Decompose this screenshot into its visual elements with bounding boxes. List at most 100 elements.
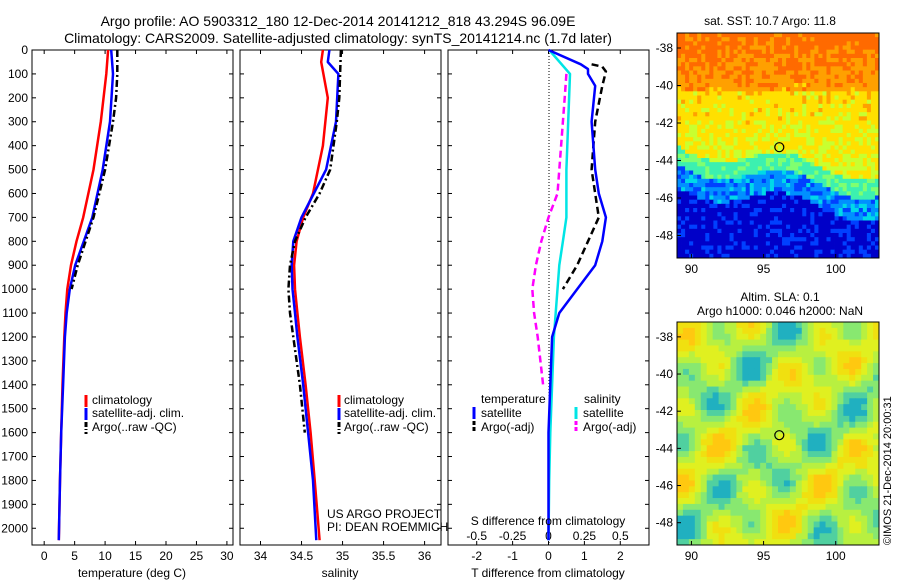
sla-cell [682,433,690,440]
sla-cell [766,368,773,376]
sla-cell [837,433,844,440]
sla-cell [831,357,838,364]
sst-cell [818,37,823,42]
sst-cell [685,162,690,167]
sla-cell [700,327,708,335]
sst-cell [753,124,759,130]
sst-cell [685,141,690,146]
sla-cell [712,380,719,387]
sst-cell [717,37,722,42]
sst-cell [741,153,747,159]
sla-cell [825,410,832,417]
sst-cell [685,183,690,188]
sst-cell [814,233,819,238]
sst-cell [786,128,791,134]
sst-cell [806,149,811,155]
sla-cell [730,404,737,411]
sla-cell [766,322,773,329]
sst-cell [778,245,783,251]
sla-cell [825,322,832,329]
sst-cell [685,212,690,217]
sst-cell [705,108,710,113]
sst-cell [693,220,698,226]
sst-cell [721,174,726,180]
sst-cell [685,103,690,109]
sla-cell [873,322,879,329]
sst-cell [846,224,852,230]
sst-cell [753,253,759,258]
sst-cell [778,141,783,146]
sst-cell [761,191,767,196]
sst-cell [866,145,872,151]
sst-cell [681,187,686,192]
sst-cell [870,187,876,192]
sst-cell [810,228,815,234]
sst-cell [806,220,811,226]
sst-cell [854,133,860,138]
sla-cell [867,498,874,505]
sst-cell [737,62,743,67]
sst-cell [794,162,799,167]
sst-cell [773,249,779,255]
sst-cell [749,220,755,226]
sst-cell [773,120,779,126]
sla-cell [861,527,868,534]
sla-cell [760,486,767,493]
sst-cell [725,70,730,76]
sla-cell [807,509,815,517]
sst-cell [818,112,823,117]
sst-cell [814,45,819,51]
sst-cell [701,220,706,226]
sst-cell [729,253,734,258]
sla-cell [677,345,684,352]
sla-cell [789,410,797,417]
sst-cell [858,191,864,196]
sla-cell [801,480,809,487]
x2-tick-label: 0.5 [612,529,629,543]
sst-cell [846,149,852,155]
sst-cell [794,174,799,180]
sst-cell [874,245,879,251]
sla-cell [819,433,826,440]
sst-cell [826,233,831,238]
sla-cell [677,327,684,335]
sst-cell [778,208,783,213]
sst-cell [838,58,844,63]
sst-cell [802,141,807,146]
sst-cell [874,191,879,196]
sst-cell [745,87,751,92]
sst-cell [782,174,787,180]
sla-cell [843,515,850,522]
sst-cell [854,191,860,196]
sst-cell [874,66,879,71]
sst-cell [818,74,823,80]
sst-cell [737,249,743,255]
sla-cell [795,539,803,545]
sla-cell [730,451,737,458]
sst-cell [685,78,690,84]
sst-cell [729,199,734,205]
sst-cell [741,91,747,96]
sla-cell [718,368,725,376]
sst-cell [822,120,827,126]
sst-cell [745,216,751,221]
sst-cell [753,174,759,180]
sst-cell [854,153,860,159]
sla-cell [766,486,773,493]
sst-cell [697,233,702,238]
sla-cell [843,521,850,528]
sst-cell [701,253,706,258]
sla-cell [677,415,684,423]
sla-cell [783,527,791,534]
sst-cell [778,237,783,242]
sla-cell [813,439,820,446]
sst-cell [782,187,787,192]
sla-cell [706,380,714,387]
sst-cell [866,187,872,192]
sla-cell [861,380,868,387]
sst-cell [870,170,876,176]
sst-cell [713,87,718,92]
sst-cell [846,212,852,217]
sst-cell [733,212,738,217]
sst-cell [818,195,823,201]
